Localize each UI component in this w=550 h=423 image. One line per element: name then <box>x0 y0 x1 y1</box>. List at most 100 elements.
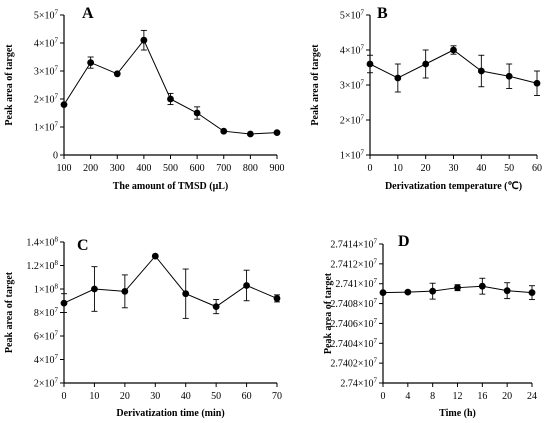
x-axis-title: Derivatization time (min) <box>116 408 224 419</box>
data-point <box>273 129 281 137</box>
chart-panel-d: 0 4 8 12 16 20 24 2.74×107 2.7402×107 2.7404×107 2… <box>323 233 537 419</box>
data-point <box>167 95 174 103</box>
x-tick-label: 700 <box>216 163 231 174</box>
x-tick-label: 300 <box>110 163 125 174</box>
data-point <box>121 287 129 295</box>
y-tick-label: 1×107 <box>340 149 365 162</box>
data-point <box>379 289 387 297</box>
x-tick-label: 0 <box>62 391 67 402</box>
data-point <box>212 303 220 311</box>
x-tick-label: 0 <box>368 163 373 174</box>
y-tick-label: 2.7414×107 <box>330 238 377 251</box>
data-point <box>151 252 159 260</box>
x-tick-label: 60 <box>532 163 542 174</box>
panel-label: A <box>82 5 94 22</box>
data-point <box>243 282 250 289</box>
data-point <box>505 72 513 80</box>
x-tick-label: 100 <box>57 163 72 174</box>
y-tick-label: 2.7408×107 <box>330 297 377 310</box>
x-tick-label: 20 <box>421 163 431 174</box>
y-tick-label: 2.7402×107 <box>330 357 377 370</box>
data-point <box>182 290 190 298</box>
y-tick-label: 3×107 <box>340 79 365 92</box>
data-point <box>60 101 68 108</box>
y-tick-label: 1×107 <box>34 121 59 134</box>
x-tick-label: 8 <box>430 391 435 402</box>
y-tick-label: 5×107 <box>340 9 365 22</box>
x-axis-title: Time (h) <box>439 408 476 419</box>
data-point <box>140 36 148 44</box>
data-point <box>246 130 254 138</box>
panel-label: C <box>77 237 89 254</box>
x-tick-label: 50 <box>211 391 221 402</box>
y-tick-label: 2.7404×107 <box>330 337 377 350</box>
y-tick-label: 4×107 <box>34 37 59 50</box>
data-point <box>422 60 430 68</box>
data-point <box>478 282 486 290</box>
x-tick-label: 0 <box>381 391 386 402</box>
x-tick-label: 30 <box>449 163 459 174</box>
series-line <box>63 39 278 135</box>
series-line <box>63 255 278 308</box>
panel-label: B <box>377 5 388 22</box>
x-tick-label: 900 <box>270 163 285 174</box>
data-point <box>113 70 121 78</box>
y-tick-label: 2×107 <box>34 93 59 106</box>
data-point <box>273 295 281 302</box>
x-axis-title: The amount of TMSD (μL) <box>113 181 229 192</box>
y-tick-label: 1.4×108 <box>26 236 58 249</box>
data-point <box>404 288 412 296</box>
data-point <box>503 287 511 295</box>
x-tick-label: 20 <box>502 391 512 402</box>
data-point <box>477 67 485 75</box>
x-tick-label: 500 <box>163 163 178 174</box>
y-tick-label: 5×107 <box>34 9 59 22</box>
y-tick-label: 2.741×107 <box>335 277 377 290</box>
x-tick-label: 20 <box>120 391 130 402</box>
x-axis-title: Derivatization temperature (℃) <box>385 181 522 192</box>
x-tick-label: 4 <box>405 391 410 402</box>
x-tick-label: 40 <box>181 391 191 402</box>
x-tick-label: 10 <box>89 391 99 402</box>
chart-panel-a: 100 200 300 400 500 600 700 800 900 0 1×107 2×107 3×… <box>4 5 285 192</box>
y-axis-title: Peak area of target <box>323 272 334 354</box>
data-point <box>87 59 95 66</box>
y-tick-label: 2.7406×107 <box>330 317 377 330</box>
chart-panel-c: 0 10 20 30 40 50 60 70 2×107 4×107 6×107 8×107 1×108… <box>4 236 282 420</box>
data-point <box>450 46 457 54</box>
x-tick-label: 600 <box>190 163 205 174</box>
y-tick-label: 1.2×108 <box>26 259 58 272</box>
y-tick-label: 2.74×107 <box>340 377 377 390</box>
data-point <box>60 299 68 307</box>
data-point <box>429 287 437 295</box>
y-axis-title: Peak area of target <box>4 271 15 353</box>
x-tick-label: 30 <box>150 391 160 402</box>
data-point <box>91 285 98 293</box>
data-point <box>193 109 201 117</box>
x-tick-label: 400 <box>136 163 151 174</box>
panel-label: D <box>398 233 410 250</box>
y-tick-label: 3×107 <box>34 65 59 78</box>
y-tick-label: 8×107 <box>34 306 59 319</box>
chart-panel-b: 0 10 20 30 40 50 60 1×107 2×107 3×107 4×107 5×107 De… <box>310 5 542 192</box>
data-point <box>533 79 541 87</box>
y-axis-title: Peak area of target <box>4 44 15 126</box>
y-tick-label: 4×107 <box>340 44 365 57</box>
y-tick-label: 2×107 <box>340 114 365 127</box>
x-tick-label: 50 <box>504 163 514 174</box>
y-tick-label: 2.7412×107 <box>330 257 377 270</box>
data-point <box>454 284 461 292</box>
y-tick-label: 0 <box>53 151 58 162</box>
y-tick-label: 4×107 <box>34 353 59 366</box>
y-tick-label: 6×107 <box>34 330 59 343</box>
data-point <box>220 127 228 135</box>
y-tick-label: 1×108 <box>34 283 59 296</box>
x-tick-label: 200 <box>83 163 98 174</box>
x-tick-label: 60 <box>242 391 252 402</box>
x-tick-label: 40 <box>476 163 486 174</box>
x-tick-label: 12 <box>453 391 463 402</box>
data-point <box>394 74 402 82</box>
data-point <box>366 60 374 68</box>
x-tick-label: 24 <box>527 391 537 402</box>
